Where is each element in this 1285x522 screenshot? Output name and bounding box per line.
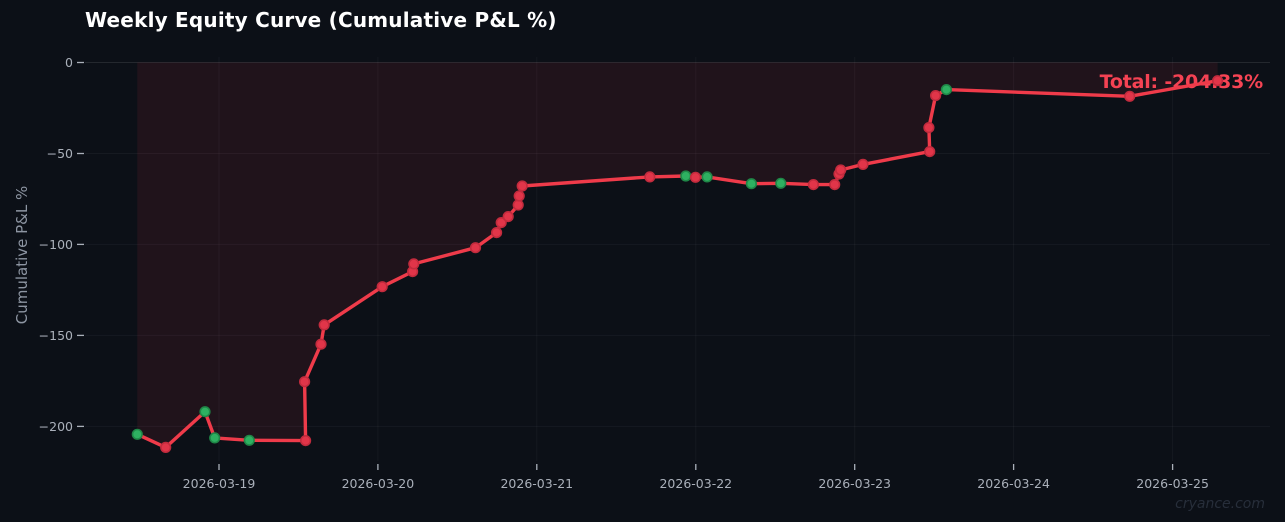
- marker-loss: [491, 227, 503, 239]
- marker-win: [775, 177, 787, 189]
- marker-loss: [929, 89, 942, 102]
- y-tick-label: −150: [39, 328, 73, 343]
- y-tick-label: −50: [47, 146, 73, 161]
- marker-loss: [923, 121, 935, 134]
- marker-loss: [495, 217, 507, 229]
- marker-loss: [502, 211, 514, 223]
- marker-loss: [318, 319, 330, 331]
- marker-win: [701, 171, 713, 183]
- marker-win: [199, 406, 211, 418]
- marker-loss: [376, 281, 388, 293]
- y-tick-label: 0: [65, 55, 73, 70]
- watermark: cryance.com: [1175, 496, 1265, 512]
- marker-loss: [924, 146, 936, 158]
- marker-loss: [408, 258, 420, 270]
- marker-loss: [315, 338, 327, 350]
- x-tick-label: 2026-03-19: [183, 476, 256, 491]
- marker-loss: [299, 376, 311, 388]
- marker-win: [745, 178, 758, 190]
- total-annotation: Total: -204.33%: [1099, 71, 1264, 93]
- y-tick-label: −200: [39, 419, 73, 434]
- marker-win: [209, 432, 221, 444]
- x-tick-label: 2026-03-24: [977, 476, 1050, 491]
- marker-win: [680, 170, 692, 182]
- chart-title: Weekly Equity Curve (Cumulative P&L %): [85, 8, 557, 32]
- marker-loss: [512, 199, 524, 211]
- x-tick-label: 2026-03-25: [1136, 476, 1209, 491]
- marker-loss: [807, 179, 820, 191]
- marker-loss: [644, 171, 656, 183]
- marker-loss: [160, 441, 172, 454]
- marker-loss: [829, 179, 841, 191]
- marker-loss: [835, 164, 847, 176]
- marker-loss: [469, 242, 482, 254]
- area-fill: [137, 62, 1218, 448]
- marker-win: [940, 83, 953, 96]
- marker-loss: [513, 190, 525, 202]
- marker-win: [131, 428, 143, 440]
- marker-win: [243, 434, 255, 446]
- x-tick-label: 2026-03-21: [500, 476, 573, 491]
- marker-loss: [857, 158, 869, 170]
- y-tick-label: −100: [39, 237, 73, 252]
- marker-loss: [516, 180, 528, 192]
- x-tick-label: 2026-03-23: [818, 476, 891, 491]
- marker-loss: [300, 435, 312, 447]
- marker-loss: [689, 171, 702, 183]
- marker-loss: [1124, 90, 1136, 102]
- x-tick-label: 2026-03-22: [659, 476, 732, 491]
- marker-loss: [1211, 75, 1224, 87]
- x-tick-label: 2026-03-20: [342, 476, 415, 491]
